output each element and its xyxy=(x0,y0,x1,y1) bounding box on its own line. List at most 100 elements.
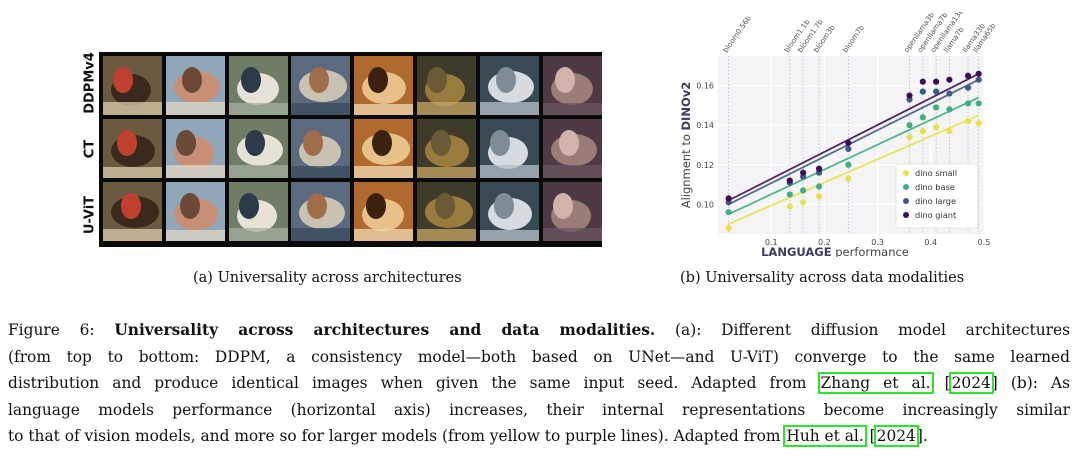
x-tick-label: 0.2 xyxy=(818,238,831,247)
caption-line: (from top to bottom: DDPM, a consistency… xyxy=(8,344,1070,371)
generated-image-grid xyxy=(99,52,602,247)
fit-line xyxy=(728,78,980,206)
data-point xyxy=(845,175,852,182)
y-tick-label: 0.10 xyxy=(696,200,714,209)
generated-image-truck-row3 xyxy=(291,182,351,241)
caption-line: distribution and produce identical image… xyxy=(8,370,1070,397)
generated-image-horse-row3 xyxy=(103,182,162,241)
generated-image-horse-row2 xyxy=(165,119,225,178)
legend-marker xyxy=(903,212,909,218)
generated-image-deer-row1 xyxy=(417,56,476,115)
x-tick-label: 0.5 xyxy=(978,238,991,247)
generated-image-truck-row3 xyxy=(228,182,288,241)
caption-line: Figure 6: Universality across architectu… xyxy=(8,317,1070,344)
data-point xyxy=(800,169,807,176)
generated-image-horse-row2 xyxy=(103,119,162,178)
data-point xyxy=(800,199,807,206)
data-point xyxy=(946,128,953,135)
caption-text: to that of vision models, and more so fo… xyxy=(8,427,786,445)
data-point xyxy=(933,88,940,95)
legend-label: dino small xyxy=(915,168,957,178)
generated-image-horse-row1 xyxy=(542,56,602,115)
data-point xyxy=(786,177,793,184)
data-point xyxy=(906,92,913,99)
data-point xyxy=(919,114,926,121)
data-point xyxy=(725,224,732,232)
legend-label: dino giant xyxy=(915,210,957,220)
data-point xyxy=(906,122,913,129)
generated-image-deer-row3 xyxy=(417,182,476,241)
legend-marker xyxy=(903,198,909,204)
x-tick-label: 0.3 xyxy=(871,238,884,247)
fit-line xyxy=(728,114,980,225)
data-point xyxy=(933,104,940,111)
data-point xyxy=(933,124,940,131)
subcaption-b: (b) Universality across data modalities xyxy=(680,270,965,286)
generated-image-dog-row2 xyxy=(354,119,414,178)
legend-label: dino large xyxy=(915,196,956,206)
caption-text: Figure 6: xyxy=(8,321,115,339)
generated-image-airplane-row2 xyxy=(479,119,539,178)
data-point xyxy=(815,193,823,200)
fit-line xyxy=(728,72,980,202)
generated-image-dog-row3 xyxy=(354,182,414,241)
data-point xyxy=(975,120,982,127)
citation-link[interactable]: Zhang et al. xyxy=(817,372,934,394)
generated-image-truck-row2 xyxy=(228,119,288,178)
data-point xyxy=(919,128,926,135)
data-point xyxy=(964,72,972,79)
data-point xyxy=(786,191,793,198)
caption-text: [ xyxy=(864,427,876,445)
generated-image-dog-row1 xyxy=(354,56,414,115)
data-point xyxy=(946,90,953,97)
legend-marker xyxy=(903,184,909,190)
data-point xyxy=(975,70,982,77)
data-point xyxy=(845,161,852,168)
citation-link[interactable]: 2024 xyxy=(948,372,994,394)
caption-line: language models performance (horizontal … xyxy=(8,397,1070,424)
architecture-panel: DDPMv4 CT U-ViT xyxy=(80,52,602,247)
data-point xyxy=(800,187,807,194)
data-point xyxy=(845,145,852,153)
data-point xyxy=(933,78,940,85)
generated-image-horse-row3 xyxy=(165,182,225,241)
generated-image-horse-row1 xyxy=(103,56,162,115)
legend-label: dino base xyxy=(915,182,955,192)
modality-panel: 0.1 0.2 0.3 0.4 0.5 0.10 0.12 0.14 0.16 bloom0.56… xyxy=(676,12,996,257)
row-label-ddpm: DDPMv4 xyxy=(82,52,98,114)
row-label-ct: CT xyxy=(82,139,98,159)
x-axis-label: LANGUAGE performance xyxy=(761,245,909,257)
y-tick-label: 0.16 xyxy=(696,82,714,91)
data-point xyxy=(975,76,982,83)
citation-link[interactable]: Huh et al. xyxy=(783,425,867,447)
fit-line xyxy=(728,96,980,216)
data-point xyxy=(919,88,926,95)
data-point xyxy=(845,139,852,147)
data-point xyxy=(815,183,823,190)
citation-link[interactable]: 2024 xyxy=(873,425,919,447)
subcaption-a: (a) Universality across architectures xyxy=(193,270,462,286)
data-point xyxy=(946,106,953,113)
caption-title: Universality across architectures and da… xyxy=(114,321,656,339)
data-point xyxy=(964,118,972,125)
caption-text: (from top to bottom: DDPM, a consistency… xyxy=(8,347,1070,366)
model-label: bloom0.56b xyxy=(721,13,753,54)
data-point xyxy=(786,203,793,210)
data-point xyxy=(946,76,953,83)
caption-text: (a): Different diffusion model architect… xyxy=(655,321,1071,339)
data-point xyxy=(906,133,913,141)
caption-text: language models performance (horizontal … xyxy=(8,400,1070,419)
generated-image-airplane-row3 xyxy=(479,182,539,241)
data-point xyxy=(975,100,982,107)
x-tick-label: 0.1 xyxy=(765,238,778,247)
generated-image-horse-row3 xyxy=(542,182,602,241)
y-tick-label: 0.12 xyxy=(696,161,714,170)
caption-text: ] (b): As xyxy=(991,374,1070,392)
generated-image-horse-row2 xyxy=(542,119,602,178)
data-point xyxy=(964,84,972,91)
row-label-uvit: U-ViT xyxy=(82,195,98,235)
generated-image-horse-row1 xyxy=(165,56,225,115)
caption-text: [ xyxy=(931,374,951,392)
caption-text: ]. xyxy=(916,427,928,445)
data-point xyxy=(964,100,972,107)
